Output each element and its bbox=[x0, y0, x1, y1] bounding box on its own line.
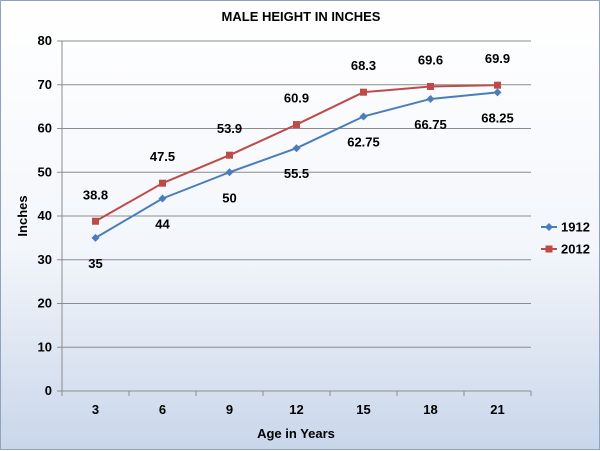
x-tick-label: 6 bbox=[159, 402, 166, 417]
y-tick-label: 20 bbox=[38, 296, 52, 311]
data-labels: 35 44 50 55.5 62.75 66.75 68.25 38.8 47.5 53.9 60.… bbox=[83, 51, 514, 271]
y-tick-label: 0 bbox=[45, 383, 52, 398]
data-label: 38.8 bbox=[83, 187, 108, 202]
x-axis-title: Age in Years bbox=[257, 426, 335, 441]
x-tick-label: 18 bbox=[423, 402, 437, 417]
y-axis-title: Inches bbox=[15, 195, 30, 236]
y-tick-label: 70 bbox=[38, 77, 52, 92]
x-tick-label: 9 bbox=[226, 402, 233, 417]
square-marker bbox=[92, 217, 99, 225]
legend-label-2012: 2012 bbox=[561, 242, 590, 257]
grid-lines bbox=[62, 40, 531, 348]
data-label: 68.25 bbox=[481, 110, 514, 125]
diamond-marker bbox=[158, 194, 167, 203]
y-tick-label: 30 bbox=[38, 252, 52, 267]
data-label: 44 bbox=[155, 217, 170, 232]
square-marker bbox=[545, 245, 553, 253]
data-label: 35 bbox=[88, 256, 102, 271]
y-tick-label: 10 bbox=[38, 339, 52, 354]
data-label: 68.3 bbox=[351, 58, 376, 73]
legend-label-1912: 1912 bbox=[561, 220, 590, 235]
square-marker bbox=[159, 179, 166, 187]
diamond-marker bbox=[426, 94, 435, 103]
diamond-marker bbox=[91, 233, 100, 242]
data-label: 69.6 bbox=[418, 53, 443, 68]
y-tick-label: 60 bbox=[38, 121, 52, 136]
x-tick-label: 3 bbox=[92, 402, 99, 417]
diamond-marker bbox=[545, 223, 553, 231]
data-label: 69.9 bbox=[485, 51, 510, 66]
y-tick-label: 50 bbox=[38, 164, 52, 179]
series-group bbox=[91, 81, 502, 242]
diamond-marker bbox=[292, 144, 301, 153]
data-label: 50 bbox=[222, 190, 236, 205]
axes: 0 10 20 30 40 50 60 70 80 3 6 9 12 15 18 21 bbox=[38, 33, 532, 417]
x-tick-label: 15 bbox=[356, 402, 370, 417]
data-label: 62.75 bbox=[347, 134, 380, 149]
chart-title: MALE HEIGHT IN INCHES bbox=[221, 9, 381, 24]
legend: 1912 2012 bbox=[541, 220, 590, 257]
diamond-marker bbox=[359, 112, 368, 121]
diamond-marker bbox=[225, 168, 234, 177]
x-tick-label: 12 bbox=[289, 402, 303, 417]
square-marker bbox=[494, 81, 501, 89]
data-label: 66.75 bbox=[414, 117, 447, 132]
square-marker bbox=[293, 121, 300, 129]
square-marker bbox=[226, 151, 233, 159]
x-tick-label: 21 bbox=[490, 402, 504, 417]
data-label: 60.9 bbox=[284, 91, 309, 106]
square-marker bbox=[427, 83, 434, 90]
diamond-marker bbox=[493, 88, 502, 97]
y-tick-label: 80 bbox=[38, 33, 52, 48]
square-marker bbox=[360, 88, 367, 96]
data-label: 47.5 bbox=[150, 149, 175, 164]
data-label: 55.5 bbox=[284, 166, 309, 181]
data-label: 53.9 bbox=[217, 121, 242, 136]
y-tick-label: 40 bbox=[38, 208, 52, 223]
